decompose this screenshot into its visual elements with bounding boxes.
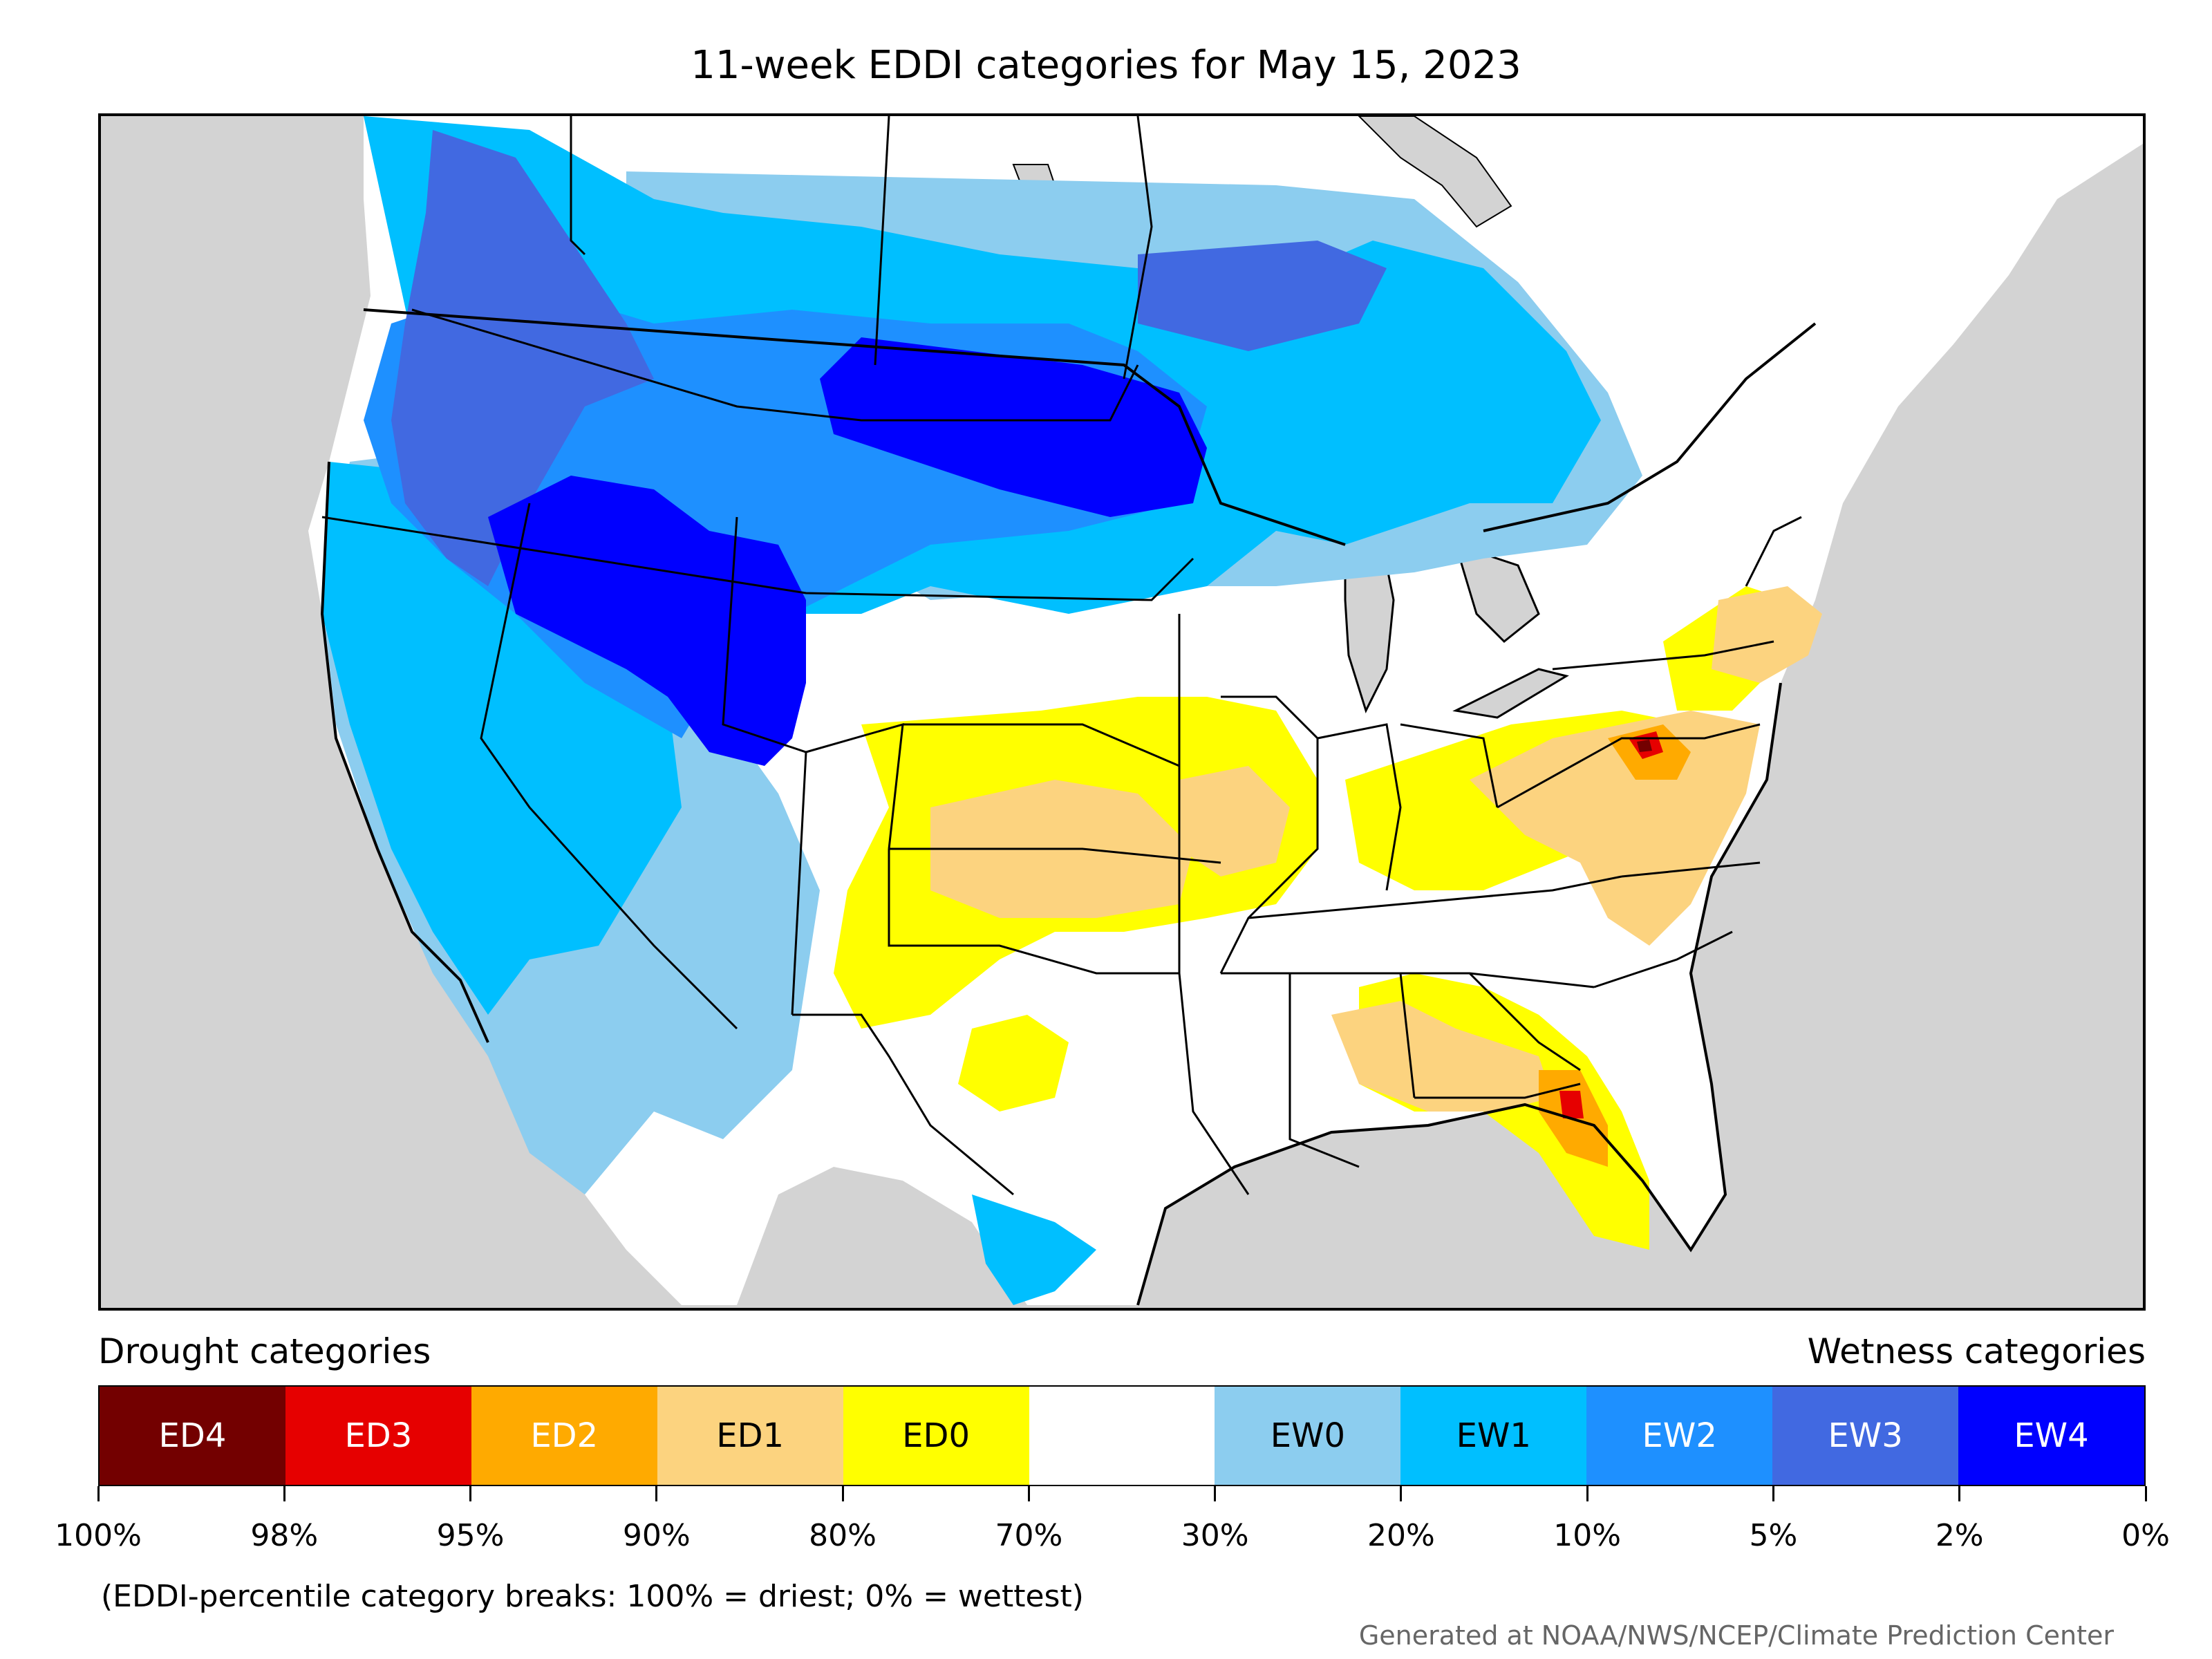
colorbar-tick — [1958, 1486, 1961, 1501]
colorbar-tick — [1772, 1486, 1774, 1501]
ed0-region-texas — [958, 1015, 1069, 1112]
ed4-region-virginia — [1637, 740, 1652, 752]
colorbar-label: EW4 — [2014, 1416, 2089, 1455]
coastlines — [320, 308, 1817, 1306]
lake-huron — [1454, 543, 1540, 644]
colorbar-tick-label: 70% — [995, 1518, 1063, 1553]
colorbar-tick-label: 30% — [1181, 1518, 1249, 1553]
colorbar-label: EW3 — [1828, 1416, 1903, 1455]
ew3-region-northern-plains — [1138, 241, 1387, 351]
state-boundaries — [321, 116, 1802, 1196]
colorbar-tick — [97, 1486, 100, 1501]
colorbar-label: ED4 — [158, 1416, 227, 1455]
colorbar-segment-ed0: ED0 — [843, 1387, 1029, 1485]
colorbar-tick-label: 2% — [1935, 1518, 1984, 1553]
ew3-region-northwest — [391, 130, 654, 586]
colorbar-segment-ed2: ED2 — [471, 1387, 657, 1485]
colorbar-tick — [841, 1486, 844, 1501]
colorbar-segment-none — [1029, 1387, 1215, 1485]
wetness-categories-heading: Wetness categories — [1807, 1331, 2146, 1371]
ew1-region-texas-gulf — [972, 1194, 1096, 1305]
eddi-map — [308, 116, 2143, 1306]
colorbar-tick — [469, 1486, 472, 1501]
noaa-credit: Generated at NOAA/NWS/NCEP/Climate Predi… — [1358, 1620, 2114, 1651]
colorbar-tick-label: 80% — [809, 1518, 877, 1553]
colorbar-segment-ed1: ED1 — [657, 1387, 843, 1485]
colorbar-segment-ew4: EW4 — [1958, 1387, 2144, 1485]
colorbar-label: ED1 — [716, 1416, 785, 1455]
ew4-region-north-dakota — [820, 337, 1207, 517]
colorbar-tick-label: 10% — [1553, 1518, 1622, 1553]
map-panel — [98, 113, 2146, 1311]
ed1-region-missouri — [1179, 766, 1290, 877]
colorbar-tick — [655, 1486, 658, 1501]
ew4-region-great-basin — [488, 476, 806, 766]
colorbar-tick — [1400, 1486, 1403, 1501]
colorbar-segment-ed3: ED3 — [285, 1387, 471, 1485]
colorbar-tick — [283, 1486, 285, 1501]
colorbar-segment-ew0: EW0 — [1215, 1387, 1401, 1485]
colorbar-tick — [1027, 1486, 1030, 1501]
colorbar-segment-ew1: EW1 — [1400, 1387, 1587, 1485]
drought-categories-heading: Drought categories — [98, 1331, 431, 1371]
colorbar-segment-ew3: EW3 — [1772, 1387, 1959, 1485]
colorbar-tick-label: 98% — [250, 1518, 319, 1553]
colorbar-label: ED2 — [530, 1416, 599, 1455]
colorbar-tick — [1214, 1486, 1217, 1501]
colorbar-tick-label: 20% — [1367, 1518, 1435, 1553]
ed1-region-gulf-coast — [1331, 1001, 1553, 1112]
colorbar-label: EW2 — [1642, 1416, 1717, 1455]
colorbar-tick-label: 5% — [1749, 1518, 1798, 1553]
colorbar-tick-label: 100% — [55, 1518, 142, 1553]
colorbar-tick — [1586, 1486, 1588, 1501]
colorbar-segment-ed4: ED4 — [100, 1387, 285, 1485]
colorbar-label: EW1 — [1456, 1416, 1531, 1455]
map-title: 11-week EDDI categories for May 15, 2023 — [691, 43, 1521, 88]
colorbar-tick-label: 95% — [436, 1518, 505, 1553]
colorbar-label: ED0 — [902, 1416, 970, 1455]
ed1-region-mid-atlantic — [1470, 711, 1760, 946]
ed1-region-northeast — [1712, 586, 1822, 683]
category-colorbar: ED4 ED3 ED2 ED1 ED0 EW0 EW1 EW2 EW3 EW4 — [98, 1385, 2146, 1486]
category-footnote: (EDDI-percentile category breaks: 100% =… — [101, 1579, 1084, 1614]
colorbar-tick — [2144, 1486, 2147, 1501]
hudson-bay — [1358, 116, 1512, 228]
colorbar-label: ED3 — [344, 1416, 413, 1455]
colorbar-tick-label: 0% — [2121, 1518, 2170, 1553]
lake-erie — [1452, 668, 1569, 719]
colorbar-segment-ew2: EW2 — [1586, 1387, 1773, 1485]
colorbar-tick-label: 90% — [622, 1518, 691, 1553]
ed3-region-florida — [1559, 1091, 1584, 1118]
colorbar-label: EW0 — [1270, 1416, 1346, 1455]
